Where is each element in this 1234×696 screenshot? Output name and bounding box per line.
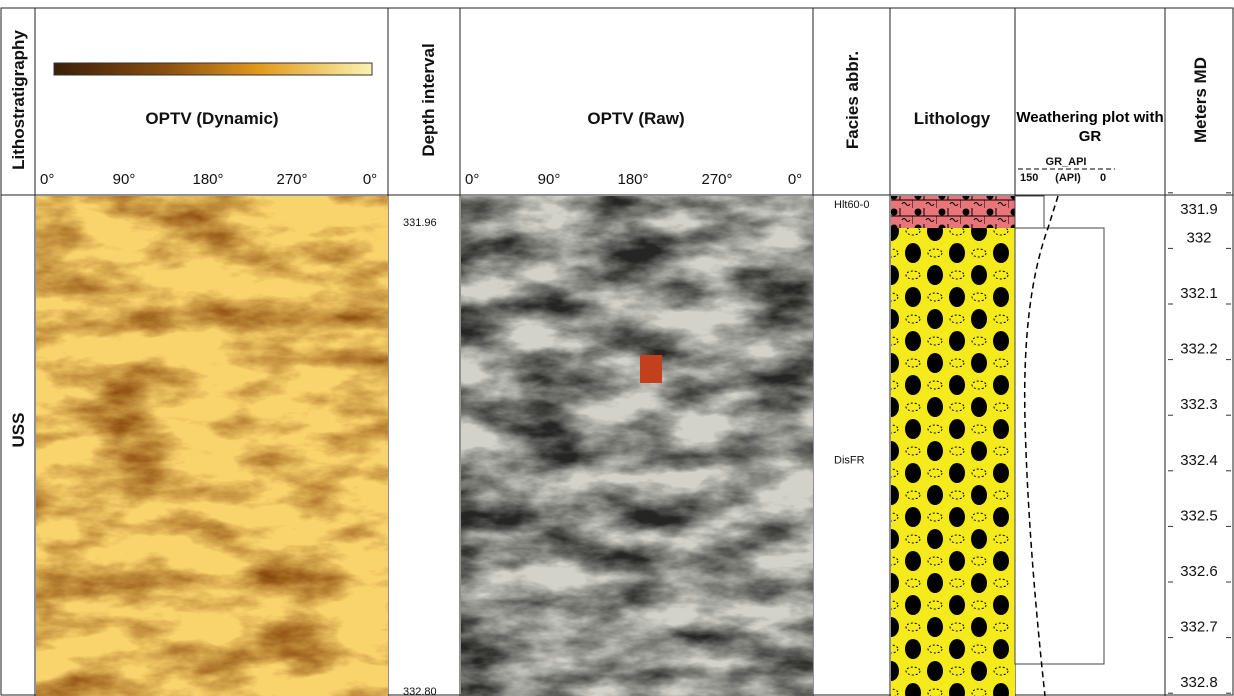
header: Lithostratigraphy [9,30,28,170]
azimuth-label: 0° [363,171,377,188]
curve-name: GR_API [1046,156,1087,168]
azimuth-label: 0° [40,171,54,188]
weathering-bar [1014,195,1045,229]
azimuth-axis: 0° 90° 180° 270° 0° [40,171,377,188]
depth-tick-label: 332.5 [1180,507,1218,524]
colorbar [53,62,373,76]
unit-label: (API) [1055,172,1081,184]
azimuth-label: 180° [192,171,223,188]
azimuth-label: 0° [465,171,479,188]
gr-curve [1023,195,1059,696]
facies-label: DisFR [834,455,865,467]
header: Lithology [914,109,991,128]
optv-raw-image [461,196,813,696]
azimuth-label: 180° [617,171,648,188]
header: OPTV (Raw) [587,109,684,128]
azimuth-label: 270° [701,171,732,188]
depth-tick-label: 332 [1186,229,1211,246]
azimuth-label: 0° [788,171,802,188]
azimuth-label: 90° [113,171,136,188]
header-box: Weathering plot with GR [1016,109,1164,145]
depth-tick-label: 332.8 [1180,674,1218,691]
scale-label: 0 [1100,172,1106,184]
header: Depth interval [419,43,438,156]
scale-label: 150 [1020,172,1038,184]
limestone-band [891,196,1015,228]
conglomerate-band [891,228,1015,696]
image-feature [640,355,662,383]
depth-label: 332.80 [403,686,437,696]
depth-tick-label: 332.2 [1180,341,1218,358]
depth-tick-label: 332.3 [1180,396,1218,413]
depth-tick-label: 332.7 [1180,619,1218,636]
depth-tick-label: 332.4 [1180,452,1218,469]
azimuth-label: 270° [276,171,307,188]
depth-tick-label: 332.1 [1180,285,1218,302]
depth-tick-label: 331.9 [1180,201,1218,218]
header: Facies abbr. [843,51,862,149]
optv-dynamic-image [36,196,388,696]
depth-tick-label: 332.6 [1180,563,1218,580]
header: OPTV (Dynamic) [145,109,278,128]
header: Weathering plot with GR [1016,109,1164,145]
depth-label: 331.96 [403,217,437,229]
azimuth-label: 90° [538,171,561,188]
unit-label: USS [9,413,28,448]
azimuth-axis: 0° 90° 180° 270° 0° [465,171,802,188]
weathering-bar [1014,227,1105,665]
header: Meters MD [1191,57,1210,143]
facies-label: Hlt60-0 [834,199,869,211]
